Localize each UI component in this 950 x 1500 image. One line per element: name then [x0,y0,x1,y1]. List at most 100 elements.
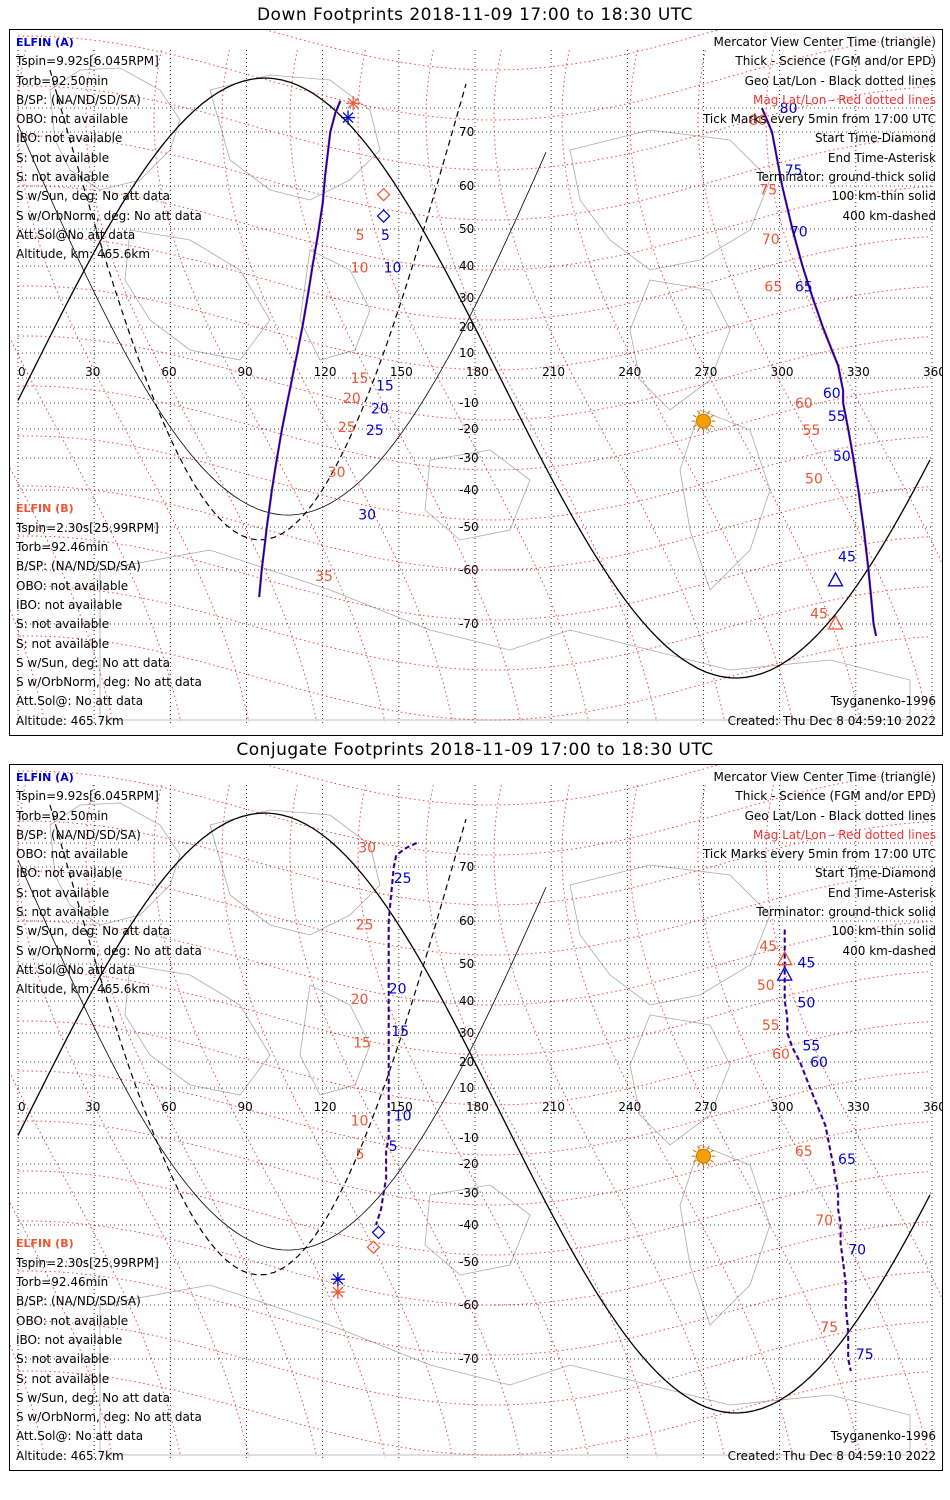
lon-tick-label: 360 [923,365,942,379]
mag-parallel [17,385,929,471]
model-name: Tsyganenko-1996 [830,694,936,709]
sat-b-tick-label: 75 [820,1320,838,1336]
sat-b-title: ELFIN (B) [16,502,74,516]
lon-tick-label: 210 [542,1100,565,1114]
sun-ray [707,1162,710,1167]
sat-a-tick-label: 10 [384,260,402,276]
lat-tick-label: -40 [459,1218,479,1232]
sat-a-line: S w/Sun, deg: No att data [16,924,170,939]
mag-parallel [17,770,929,856]
sat-b-track [258,100,342,598]
lat-tick-label: 60 [459,179,474,193]
sat-b-tick-label: 50 [805,472,823,488]
sun-ray [710,424,715,428]
sat-a-tick-label: 60 [823,386,841,402]
mag-parallel [17,135,929,221]
sun-ray [697,1162,700,1167]
sat-b-tick-label: 45 [810,607,828,623]
sat-b-tick-label: 60 [772,1047,790,1063]
coastline [629,279,731,411]
mag-parallel [17,185,929,271]
map-canvas-down[interactable]: 0 30 60 90 120 150 180 210 240 270 300 330 360 70 60 50… [10,30,942,735]
lon-tick-label: 150 [390,365,413,379]
sat-a-title: ELFIN (A) [16,36,74,49]
lon-tick-label: 330 [847,365,870,379]
sat-a-track [375,842,417,1226]
sat-b-tick-label: 15 [351,371,369,387]
mag-meridian [153,49,386,723]
map-canvas-conjugate[interactable]: 0 30 60 90 120 150 180 210 240 270 300 330 360 70 60 50… [10,765,942,1470]
sun-icon [696,1148,711,1164]
mag-parallel [17,535,929,621]
legend-line: 100 km-thin solid [831,924,936,939]
sat-a-tick-label: 70 [848,1243,866,1259]
mag-parallel [17,920,929,1006]
sun-ray [710,414,715,418]
legend-line: Mercator View Center Time (triangle) [713,770,936,784]
mag-parallel [265,765,720,806]
legend-line: 400 km-dashed [842,208,936,223]
sat-b-tick-label: 30 [328,465,346,481]
lat-tick-label: -10 [459,1131,479,1145]
coastline [99,549,911,721]
mag-parallel [17,435,929,521]
sat-a-tick-label: 25 [394,871,412,887]
sat-a-tick-label: 60 [810,1055,828,1071]
lat-tick-label: -70 [459,1352,479,1366]
mag-parallel [17,1020,929,1106]
lon-tick-label: 180 [466,365,489,379]
legend-line: Tick Marks every 5min from 17:00 UTC [702,847,936,862]
mag-meridian [561,49,794,723]
sat-b-tick-label: 55 [762,1018,780,1034]
sat-a-track [258,100,342,598]
legend-line: Thick - Science (FGM and/or EPD) [735,789,936,804]
legend-line: Geo Lat/Lon - Black dotted lines [744,808,936,823]
sat-b-tick-label: 80 [749,113,767,129]
mag-meridian [221,784,454,1458]
sat-a-line: Altitude, km: 465.6km [16,982,151,997]
sun-ray [707,427,710,432]
sat-a-tick-label: 45 [797,956,815,972]
lat-tick-label: -40 [459,483,479,497]
lon-tick-label: 180 [466,1100,489,1114]
sat-b-line: S w/OrbNorm, deg: No att data [16,1410,202,1425]
created-date: Created: Thu Dec 8 04:59:10 2022 [727,1448,936,1463]
legend-line: Start Time-Diamond [814,131,936,146]
mag-meridian [697,784,930,1458]
lon-tick-label: 120 [314,1100,337,1114]
lat-tick-label: -10 [459,396,479,410]
panel-title-conjugate: Conjugate Footprints 2018-11-09 17:00 to… [236,740,714,760]
mag-meridian [85,49,318,723]
sat-a-tick-label: 65 [795,280,813,296]
legend-line: Mercator View Center Time (triangle) [713,35,936,49]
sun-ray [697,1145,700,1150]
sat-a-tick-label: 45 [838,549,856,565]
lon-tick-label: 300 [771,1100,794,1114]
sat-a-tick-label: 50 [833,449,851,465]
created-date: Created: Thu Dec 8 04:59:10 2022 [727,713,936,728]
lat-tick-label: -70 [459,617,479,631]
coastline [629,1014,731,1146]
lon-tick-label: 270 [695,365,718,379]
lon-tick-label: 360 [923,1100,942,1114]
map-panel-conjugate: 0 30 60 90 120 150 180 210 240 270 300 330 360 70 60 50… [9,764,943,1471]
coastline [99,1284,911,1456]
sat-a-tick-label: 20 [389,982,407,998]
sat-a-line: S: not available [16,150,110,165]
sat-a-track [783,929,852,1372]
sat-a-line: S: not available [16,170,110,185]
lon-tick-label: 240 [618,1100,641,1114]
mag-meridian [357,49,590,723]
sat-b-line: S: not available [16,1352,110,1367]
lat-tick-label: 30 [459,1026,474,1040]
sat-a-line: B/SP: (NA/ND/SD/SA) [16,827,141,842]
coastline [299,249,371,361]
legend: Mercator View Center Time (triangle) Thi… [703,768,936,961]
lon-tick-label: 90 [238,365,253,379]
sat-b-tick-label: 65 [795,1144,813,1160]
sat-a-track [761,107,877,637]
sat-a-line: S w/OrbNorm, deg: No att data [16,943,202,958]
sat-b-tick-label: 50 [757,978,775,994]
mag-meridian [629,784,862,1458]
model-name: Tsyganenko-1996 [830,1429,936,1444]
